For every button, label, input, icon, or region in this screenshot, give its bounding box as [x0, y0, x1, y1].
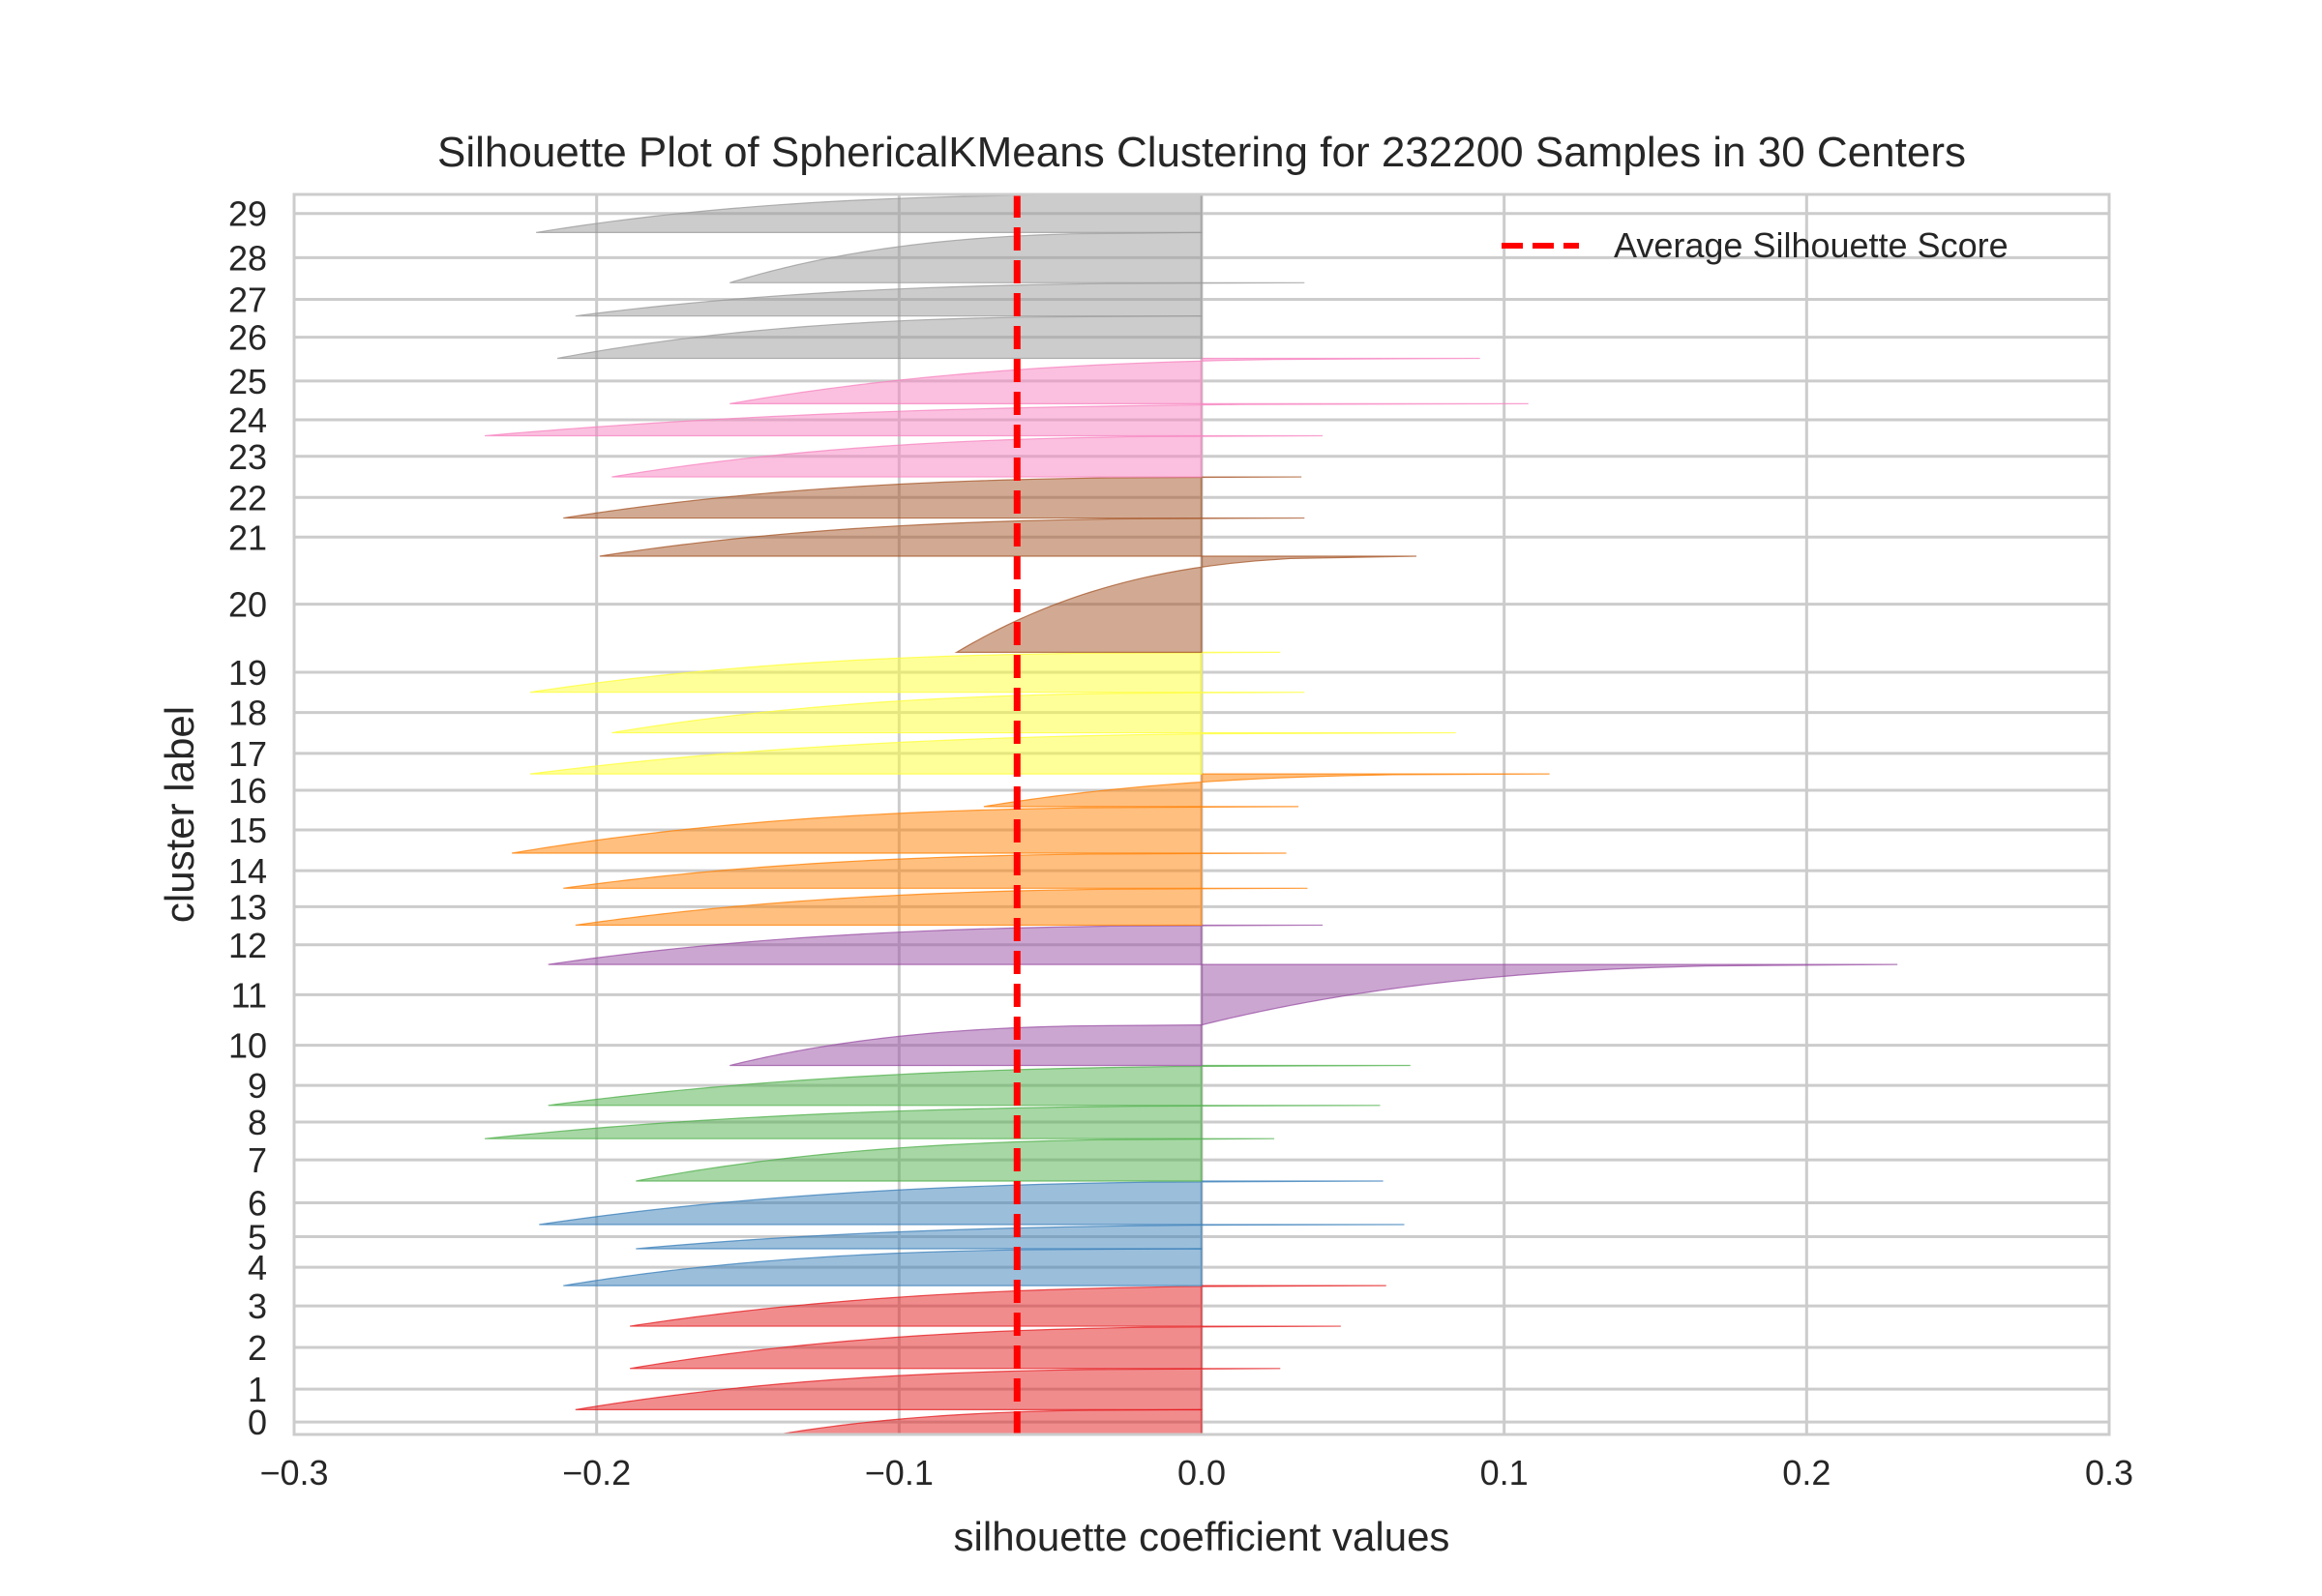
silhouette-band — [512, 806, 1299, 854]
silhouette-band — [1201, 963, 1898, 1026]
silhouette-band — [548, 924, 1324, 965]
y-tick-label: 3 — [248, 1286, 267, 1326]
x-axis-label: silhouette coefficient values — [954, 1514, 1450, 1559]
y-tick-label: 20 — [228, 585, 267, 625]
x-tick-label: 0.0 — [1177, 1453, 1226, 1493]
y-tick-label: 6 — [248, 1183, 267, 1223]
y-tick-label: 2 — [248, 1328, 267, 1368]
silhouette-band — [629, 1325, 1341, 1370]
x-tick-label: 0.1 — [1480, 1453, 1529, 1493]
y-axis-label: cluster label — [157, 706, 202, 923]
silhouette-bands — [484, 193, 1898, 1435]
y-tick-labels: 0123456789101112131415161718192021222324… — [228, 194, 267, 1442]
y-tick-label: 24 — [228, 400, 267, 440]
silhouette-band — [484, 1105, 1381, 1139]
y-tick-label: 1 — [248, 1370, 267, 1409]
silhouette-band — [575, 281, 1305, 317]
y-tick-label: 4 — [248, 1248, 267, 1287]
y-tick-label: 9 — [248, 1066, 267, 1106]
silhouette-band — [729, 1024, 1203, 1067]
y-tick-label: 29 — [228, 194, 267, 234]
silhouette-band — [536, 193, 1203, 233]
y-tick-label: 27 — [228, 281, 267, 320]
y-tick-label: 25 — [228, 362, 267, 401]
y-tick-label: 22 — [228, 478, 267, 517]
plot-frame — [292, 192, 2111, 1436]
silhouette-band — [729, 231, 1203, 283]
x-tick-label: 0.3 — [2085, 1453, 2133, 1493]
legend-label: Average Silhouette Score — [1614, 225, 2009, 265]
y-tick-label: 10 — [228, 1026, 267, 1066]
silhouette-band — [539, 1180, 1384, 1226]
y-tick-label: 0 — [248, 1403, 267, 1442]
y-tick-label: 11 — [231, 975, 267, 1015]
x-tick-labels: −0.3 −0.2 −0.1 0.0 0.1 0.2 0.3 — [259, 1453, 2133, 1493]
y-tick-label: 15 — [228, 811, 267, 850]
silhouette-band — [611, 434, 1324, 478]
chart-title: Silhouette Plot of SphericalKMeans Clust… — [437, 129, 1966, 176]
legend: Average Silhouette Score — [1502, 225, 2009, 265]
y-tick-label: 12 — [228, 926, 267, 965]
silhouette-band — [575, 1368, 1281, 1410]
y-tick-label: 23 — [228, 437, 267, 477]
silhouette-band — [636, 1138, 1275, 1182]
y-tick-label: 28 — [228, 238, 267, 278]
silhouette-band — [599, 517, 1305, 557]
silhouette-band — [954, 555, 1417, 654]
silhouette-band — [556, 315, 1203, 360]
y-tick-label: 8 — [248, 1103, 267, 1142]
y-tick-label: 26 — [228, 318, 267, 358]
silhouette-band — [563, 852, 1287, 889]
x-tick-label: −0.2 — [562, 1453, 631, 1493]
silhouette-band — [529, 731, 1456, 775]
silhouette-band — [611, 692, 1305, 734]
y-tick-label: 5 — [248, 1218, 267, 1257]
silhouette-band — [529, 651, 1281, 694]
y-tick-label: 18 — [228, 694, 267, 733]
silhouette-band — [778, 1408, 1203, 1435]
y-tick-label: 16 — [228, 771, 267, 811]
x-tick-label: 0.2 — [1782, 1453, 1831, 1493]
silhouette-band — [563, 1248, 1203, 1286]
x-tick-label: −0.3 — [259, 1453, 328, 1493]
y-tick-label: 17 — [228, 734, 267, 774]
y-tick-label: 13 — [228, 887, 267, 927]
silhouette-band — [729, 357, 1480, 404]
y-tick-label: 19 — [228, 653, 267, 693]
y-tick-label: 21 — [228, 517, 267, 557]
silhouette-band — [548, 1064, 1411, 1107]
y-tick-label: 14 — [228, 851, 267, 891]
x-tick-label: −0.1 — [865, 1453, 934, 1493]
silhouette-band — [563, 476, 1302, 519]
silhouette-band — [575, 887, 1308, 927]
y-tick-label: 7 — [248, 1140, 267, 1180]
